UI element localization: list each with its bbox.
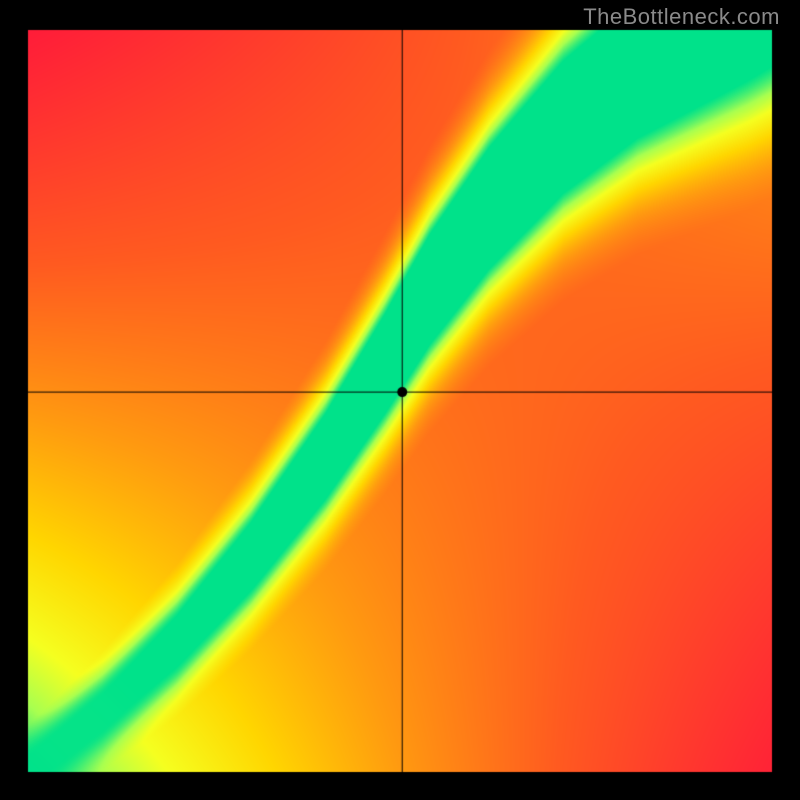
watermark-text: TheBottleneck.com [583, 4, 780, 30]
chart-container: TheBottleneck.com [0, 0, 800, 800]
bottleneck-heatmap [0, 0, 800, 800]
